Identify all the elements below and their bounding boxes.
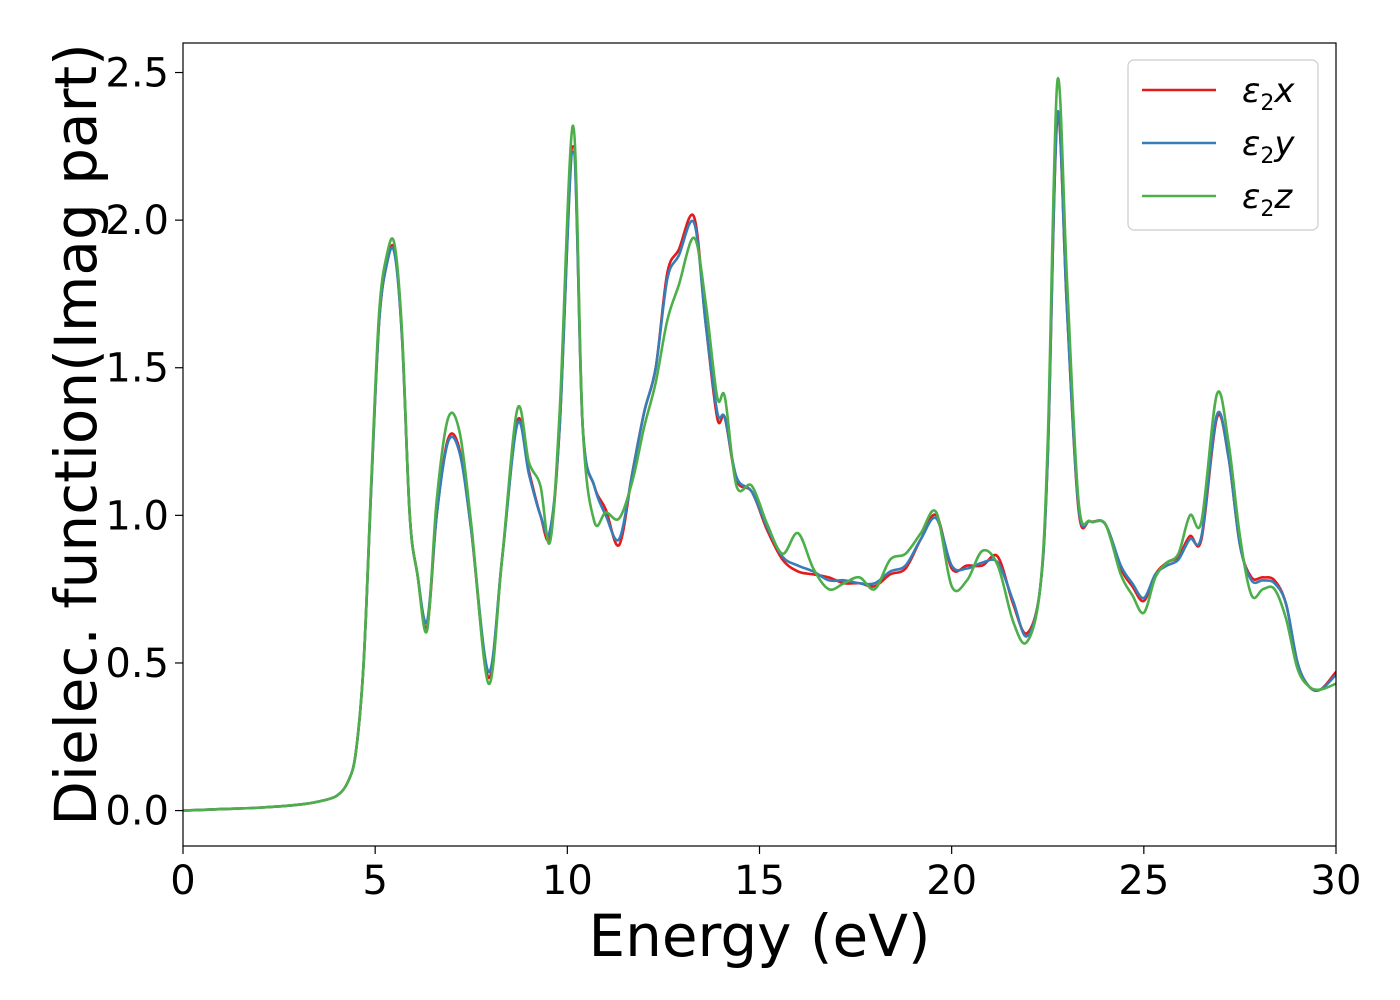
x-tick-label: 15 [734,858,785,904]
x-tick-label: 20 [926,858,977,904]
y-tick-label: 2.5 [105,51,169,97]
legend-label-z: ε2z [1242,177,1293,222]
x-tick-label: 25 [1118,858,1169,904]
x-tick-label: 0 [170,858,195,904]
y-tick-label: 0.0 [105,789,169,835]
x-tick-label: 30 [1311,858,1362,904]
legend: ε2x ε2y ε2z [1127,59,1319,231]
x-axis-label: Energy (eV) [588,902,930,970]
legend-label-y: ε2y [1242,124,1295,169]
y-tick-label: 1.5 [105,346,169,392]
x-tick-label: 10 [542,858,593,904]
y-tick-label: 1.0 [105,493,169,539]
legend-label-x: ε2x [1242,71,1295,116]
ticks-layer: 0 5 10 15 20 25 30 0.0 0.5 1.0 1.5 2.0 2.5 [105,51,1361,904]
series-layer [183,77,1336,812]
y-tick-label: 0.5 [105,641,169,687]
x-tick-label: 5 [362,858,387,904]
y-tick-label: 2.0 [105,198,169,244]
legend-box [1127,59,1319,231]
y-axis-label: Dielec. function(Imag part) [42,43,110,826]
series-line-z [183,77,1336,812]
